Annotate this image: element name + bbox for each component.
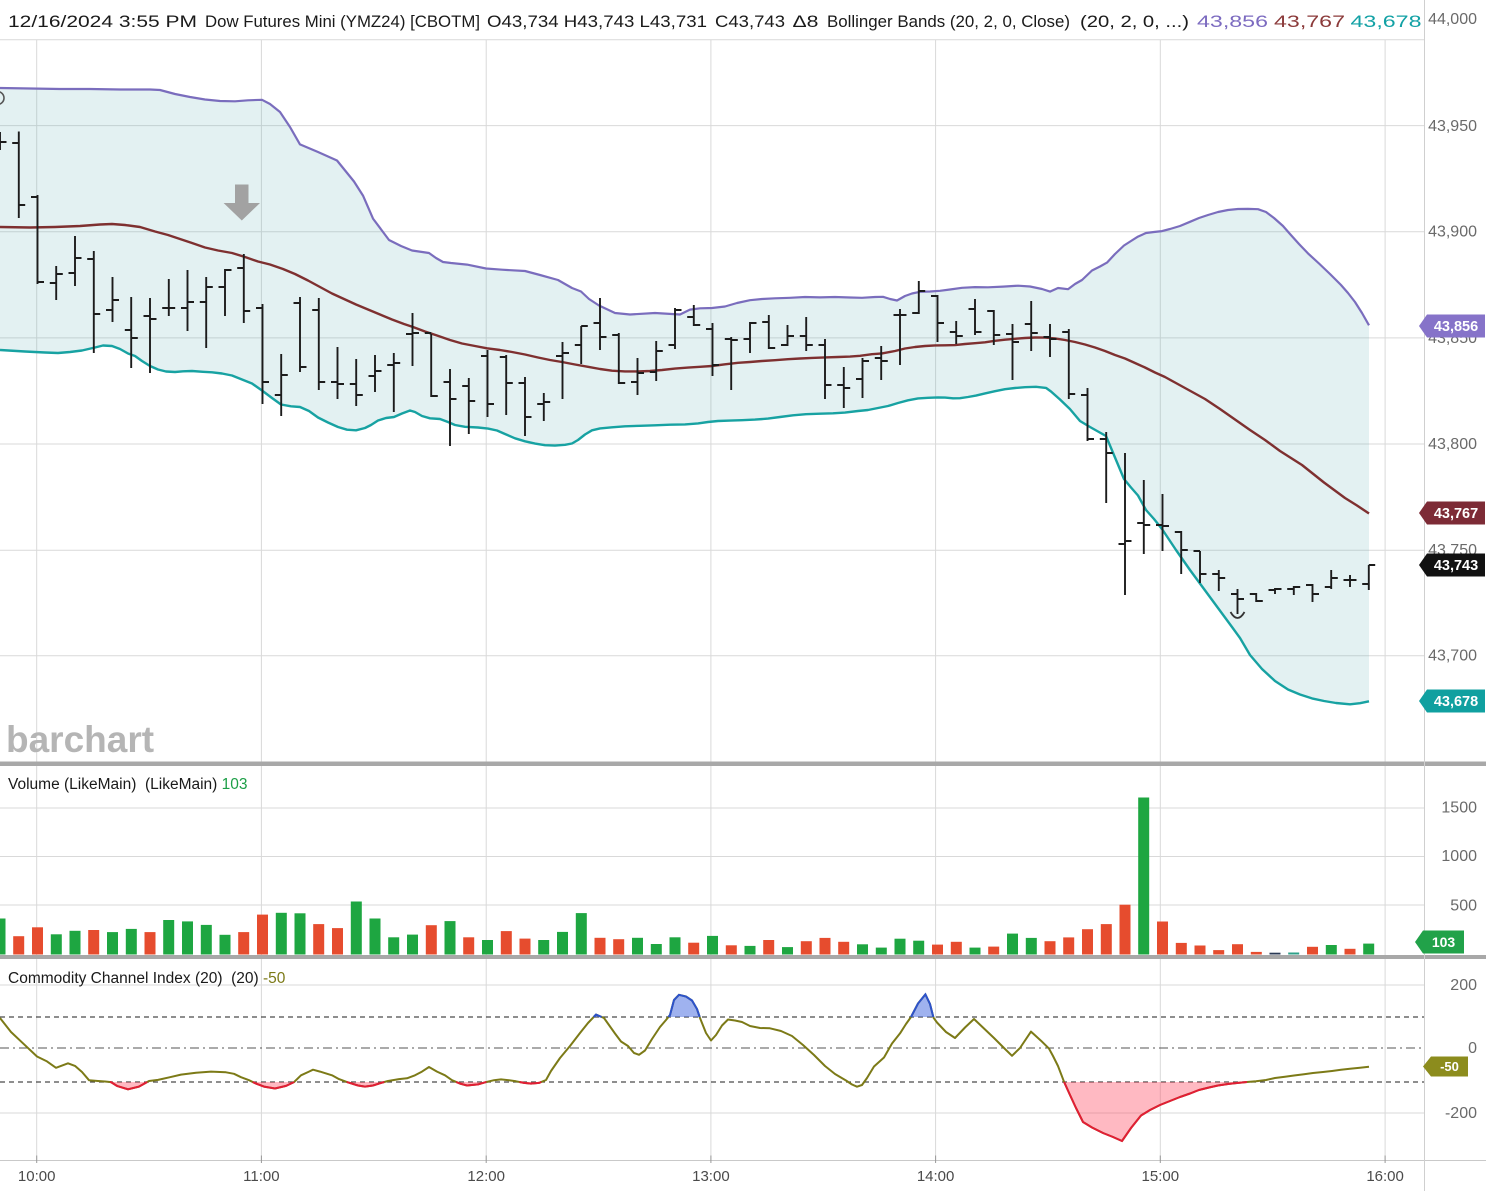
svg-text:14:00: 14:00 [917, 1168, 955, 1185]
svg-text:15:00: 15:00 [1142, 1168, 1180, 1185]
svg-text:barchart: barchart [6, 719, 154, 760]
svg-text:Dow Futures Mini (YMZ24) [CBOT: Dow Futures Mini (YMZ24) [CBOTM] [205, 12, 480, 31]
svg-text:(20, 2, 0, ...): (20, 2, 0, ...) [1080, 12, 1189, 31]
svg-text:43,678: 43,678 [1351, 12, 1422, 31]
svg-text:43,856: 43,856 [1434, 319, 1478, 335]
svg-text:43,856: 43,856 [1197, 12, 1268, 31]
svg-text:Commodity Channel Index (20): Commodity Channel Index (20) (20) -50 [8, 970, 286, 987]
svg-text:43,678: 43,678 [1434, 694, 1478, 710]
svg-text:Bollinger Bands (20, 2, 0, Clo: Bollinger Bands (20, 2, 0, Close) [827, 12, 1070, 31]
svg-text:-50: -50 [1440, 1059, 1459, 1074]
svg-text:43,900: 43,900 [1428, 224, 1477, 241]
svg-text:0: 0 [1468, 1040, 1477, 1057]
svg-text:11:00: 11:00 [243, 1168, 279, 1185]
svg-text:13:00: 13:00 [692, 1168, 730, 1185]
svg-text:C43,743: C43,743 [715, 12, 785, 31]
svg-text:16:00: 16:00 [1366, 1168, 1404, 1185]
svg-text:43,767: 43,767 [1434, 506, 1478, 522]
svg-text:1000: 1000 [1441, 848, 1477, 865]
svg-text:43,743: 43,743 [1434, 558, 1478, 574]
svg-text:O43,734 H43,743 L43,731: O43,734 H43,743 L43,731 [487, 12, 707, 31]
svg-text:12:00: 12:00 [467, 1168, 505, 1185]
svg-text:12/16/2024 3:55 PM: 12/16/2024 3:55 PM [8, 12, 197, 31]
svg-text:43,800: 43,800 [1428, 436, 1477, 453]
svg-text:10:00: 10:00 [18, 1168, 56, 1185]
svg-text:Volume (LikeMain) (LikeMain): Volume (LikeMain) (LikeMain) 103 [8, 776, 248, 793]
svg-text:Δ8: Δ8 [793, 12, 819, 31]
svg-text:43,767: 43,767 [1274, 12, 1345, 31]
svg-text:43,950: 43,950 [1428, 118, 1477, 135]
svg-text:1500: 1500 [1441, 800, 1477, 817]
svg-text:200: 200 [1450, 977, 1477, 994]
svg-text:-200: -200 [1445, 1105, 1477, 1122]
svg-text:43,700: 43,700 [1428, 648, 1477, 665]
svg-text:44,000: 44,000 [1428, 11, 1477, 28]
svg-text:103: 103 [1432, 934, 1456, 950]
svg-text:500: 500 [1450, 898, 1477, 915]
